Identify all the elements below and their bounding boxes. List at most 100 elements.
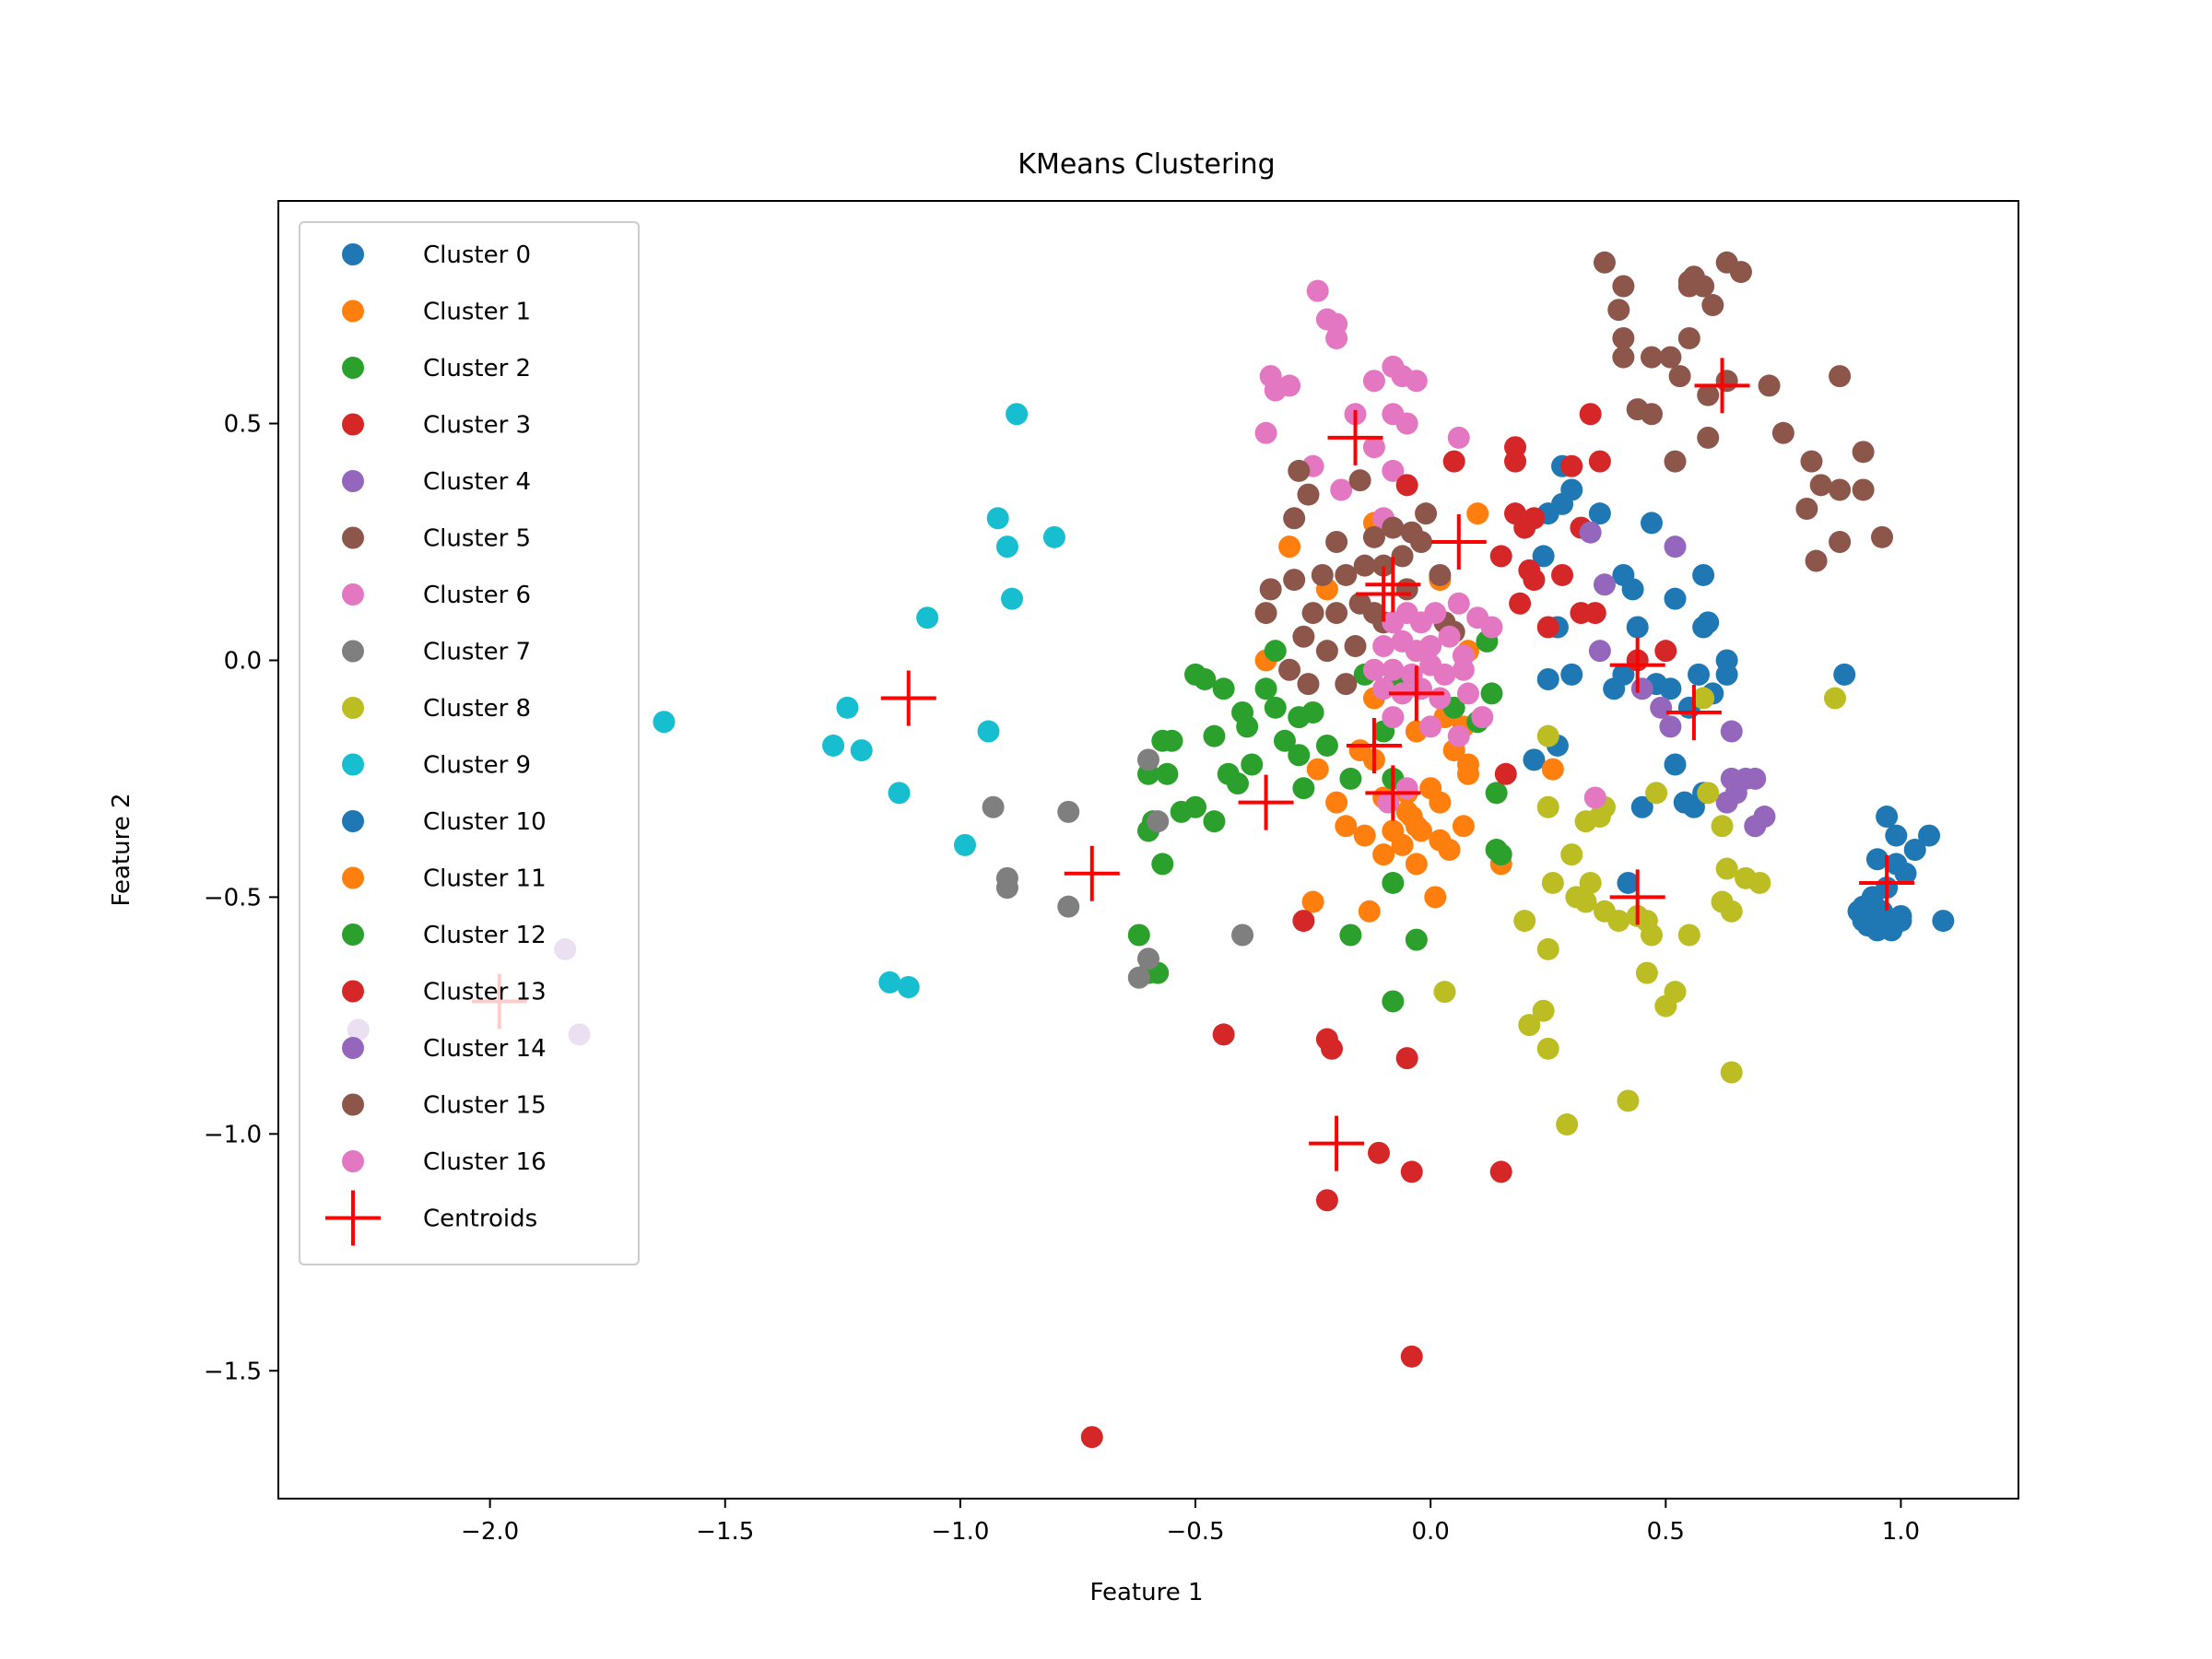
data-point (1321, 1037, 1344, 1060)
legend-item: Cluster 0 (342, 241, 531, 269)
data-point (1697, 383, 1720, 406)
legend-label: Cluster 12 (423, 922, 547, 949)
data-point (1156, 762, 1179, 785)
centroid-marker (1309, 1115, 1365, 1171)
data-point (1494, 762, 1517, 785)
legend-label: Cluster 0 (423, 241, 531, 269)
data-point (1809, 474, 1832, 497)
data-point (1372, 635, 1395, 658)
data-point (1170, 800, 1193, 823)
data-point (1664, 587, 1687, 610)
data-point (1509, 592, 1532, 615)
data-point (1612, 327, 1635, 350)
data-point (1283, 569, 1306, 592)
y-tick-label: 0.5 (224, 411, 262, 439)
data-point (1876, 806, 1899, 829)
data-point (1395, 474, 1418, 497)
data-point (1659, 346, 1682, 369)
legend-swatch (342, 470, 364, 492)
data-point (1353, 824, 1376, 847)
data-point (1395, 578, 1418, 601)
data-point (1894, 862, 1917, 885)
data-point (1664, 535, 1687, 559)
data-point (1292, 910, 1315, 933)
centroid-marker (1356, 566, 1412, 622)
legend-swatch (342, 526, 364, 549)
data-point (1315, 1189, 1338, 1212)
data-point (1405, 928, 1428, 951)
x-tick-label: 1.0 (1882, 1518, 1920, 1546)
data-point (1151, 729, 1174, 752)
x-tick-label: −2.0 (461, 1518, 519, 1546)
legend-item: Cluster 1 (342, 299, 531, 326)
x-tick-label: −1.0 (931, 1518, 989, 1546)
legend-item: Cluster 10 (342, 808, 547, 836)
data-point (1212, 677, 1235, 700)
data-point (1612, 275, 1635, 298)
data-point (888, 782, 911, 805)
data-point (1433, 663, 1456, 686)
data-point (1541, 871, 1564, 894)
legend-swatch (342, 753, 364, 776)
legend-label: Cluster 8 (423, 695, 531, 723)
data-point (1829, 530, 1852, 553)
data-point (1278, 658, 1301, 681)
chart-title: KMeans Clustering (1018, 148, 1275, 181)
series-2 (1127, 629, 1512, 1013)
series-8 (1433, 687, 1846, 1136)
data-point (1362, 525, 1385, 548)
legend-swatch (342, 413, 364, 436)
centroid-marker (1064, 845, 1120, 901)
data-point (1400, 1160, 1423, 1183)
data-point (1382, 658, 1405, 681)
data-point (1292, 625, 1315, 648)
data-point (1415, 502, 1438, 525)
legend-swatch (342, 980, 364, 1003)
data-point (1617, 871, 1640, 894)
series-13 (1080, 450, 1517, 1449)
data-point (1697, 611, 1720, 634)
data-point (1372, 677, 1395, 700)
data-point (1720, 900, 1743, 923)
data-point (1325, 791, 1348, 814)
data-point (1315, 640, 1338, 663)
legend-item: Centroids (325, 1190, 537, 1246)
legend-label: Cluster 9 (423, 752, 531, 780)
data-point (1612, 346, 1635, 369)
legend-item: Cluster 15 (342, 1092, 547, 1120)
data-point (1932, 910, 1955, 933)
data-point (1480, 616, 1503, 639)
legend-item: Cluster 4 (342, 468, 531, 496)
data-point (1362, 436, 1385, 459)
data-point (1593, 251, 1616, 274)
data-point (1677, 924, 1700, 947)
data-point (1579, 871, 1602, 894)
data-point (1583, 602, 1606, 625)
data-point (1452, 815, 1475, 838)
data-point (1523, 507, 1546, 530)
data-point (1650, 696, 1673, 719)
data-point (1080, 1426, 1103, 1449)
series-7 (982, 748, 1254, 989)
legend-swatch (342, 1093, 364, 1116)
legend-item: Cluster 14 (342, 1035, 547, 1063)
data-point (1715, 663, 1738, 686)
data-point (1640, 924, 1663, 947)
data-point (986, 507, 1009, 530)
legend: Cluster 0 Cluster 1 Cluster 2 Cluster 3 Clus… (299, 221, 640, 1265)
data-point (1288, 459, 1311, 482)
data-point (1640, 346, 1663, 369)
legend-item: Cluster 2 (342, 355, 531, 382)
data-point (1127, 924, 1150, 947)
data-point (1325, 327, 1348, 350)
data-point (1583, 786, 1606, 809)
legend-item: Cluster 6 (342, 582, 531, 609)
data-point (1659, 677, 1682, 700)
data-point (1391, 545, 1414, 568)
data-point (1335, 563, 1358, 586)
data-point (1447, 724, 1470, 747)
data-point (1541, 758, 1564, 781)
data-point (1395, 412, 1418, 435)
data-point (1664, 753, 1687, 776)
data-point (1297, 673, 1320, 696)
